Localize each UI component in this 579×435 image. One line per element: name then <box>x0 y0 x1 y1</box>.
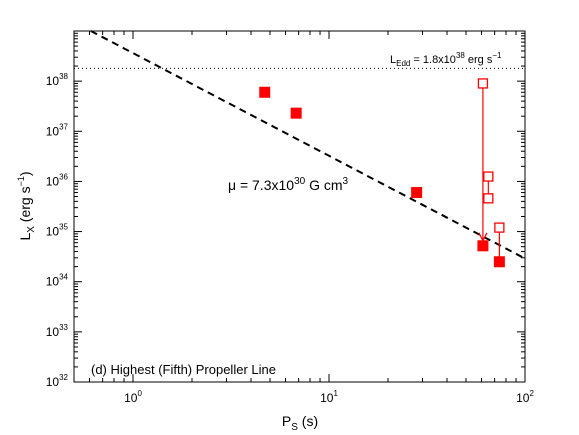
y-tick-label: 1035 <box>46 223 69 239</box>
axis-ticks: 100 101 102 1032 1033 1034 1035 1036 1037 1038 <box>46 31 534 405</box>
x-axis-label: PS (s) <box>282 413 318 433</box>
filled-square-point <box>290 107 302 119</box>
y-tick-label: 1034 <box>46 273 69 289</box>
propeller-line <box>90 30 526 260</box>
open-square-point <box>494 222 505 233</box>
y-tick-label: 1037 <box>46 122 69 138</box>
filled-square-point <box>259 86 271 98</box>
data-points <box>259 78 505 268</box>
open-square-point <box>483 171 494 182</box>
y-axis-label: LX (erg s−1) <box>16 171 37 240</box>
open-square-point <box>483 193 494 204</box>
y-tick-label: 1038 <box>46 72 69 88</box>
panel-label: (d) Highest (Fifth) Propeller Line <box>91 362 276 377</box>
open-square-point <box>477 78 489 89</box>
y-tick-label: 1033 <box>46 323 69 339</box>
mu-label: μ = 7.3x1030 G cm3 <box>228 176 349 193</box>
y-tick-label: 1036 <box>46 172 69 188</box>
x-tick-label: 100 <box>124 389 142 405</box>
eddington-label: LEdd = 1.8x1038 erg s−1 <box>390 51 502 68</box>
x-tick-label: 102 <box>516 389 534 405</box>
filled-square-point <box>477 240 489 252</box>
plot-frame <box>73 30 526 383</box>
y-tick-label: 1032 <box>46 373 69 389</box>
filled-square-point <box>411 187 423 199</box>
x-tick-label: 101 <box>320 389 338 405</box>
filled-square-point <box>493 256 505 268</box>
